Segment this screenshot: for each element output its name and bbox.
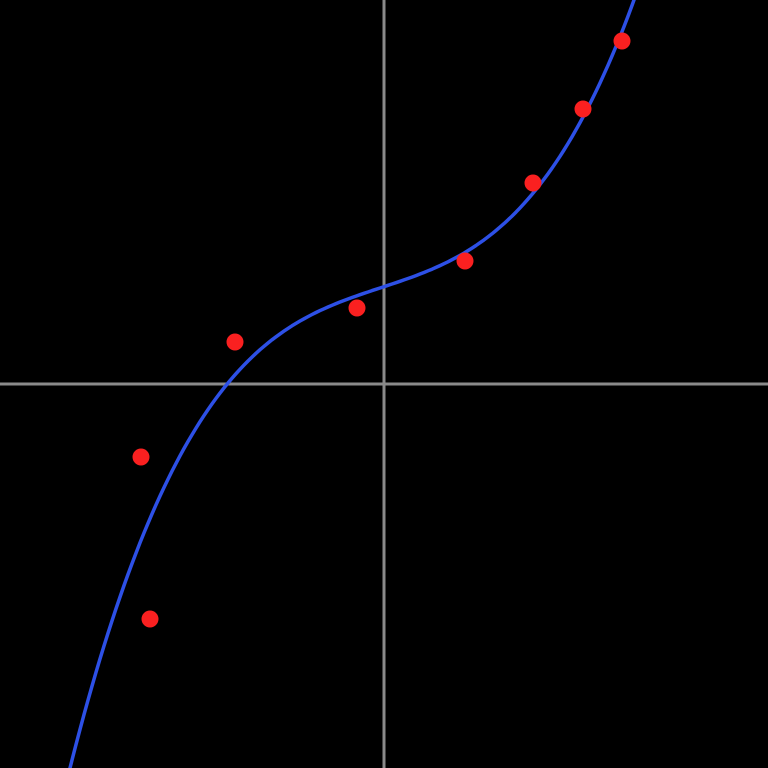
data-point — [141, 610, 159, 628]
data-point — [132, 448, 150, 466]
data-point — [524, 174, 542, 192]
data-point — [348, 299, 366, 317]
data-point — [574, 100, 592, 118]
data-point — [613, 32, 631, 50]
data-point — [226, 333, 244, 351]
data-point — [456, 252, 474, 270]
